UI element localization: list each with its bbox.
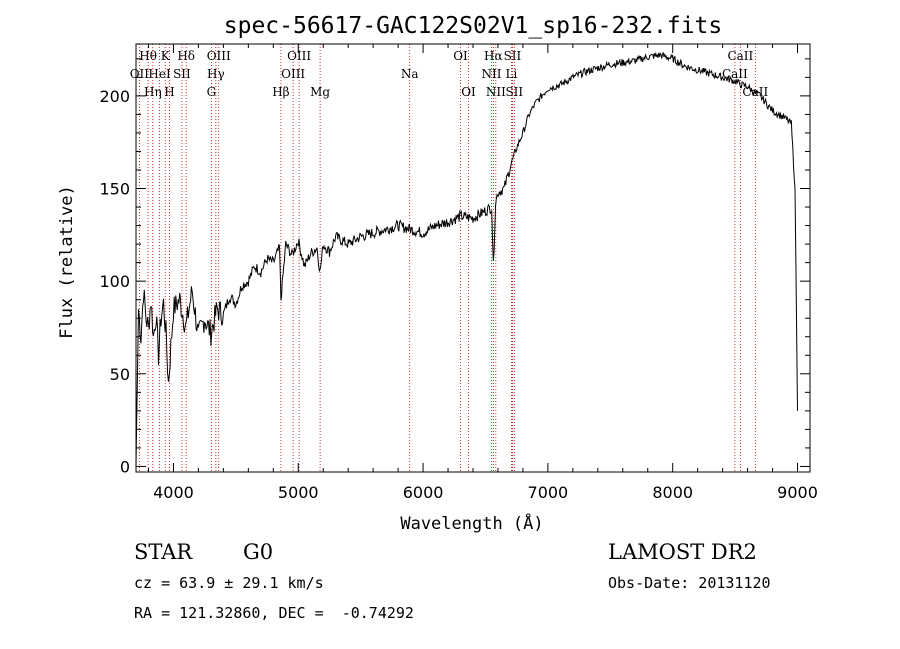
x-tick-label: 4000 <box>153 483 194 502</box>
spectral-line-label: OI <box>453 49 468 63</box>
spectral-line-label: Hη <box>144 85 162 99</box>
spectral-line-label: Hθ <box>139 49 157 63</box>
spectral-line-label: OI <box>461 85 476 99</box>
spectral-line-label: OIII <box>287 49 311 63</box>
y-tick-label: 50 <box>110 365 130 384</box>
y-tick-label: 200 <box>99 87 130 106</box>
spectral-line-label: OIII <box>207 49 231 63</box>
spectral-line-label: Hα <box>484 49 503 63</box>
plot-frame <box>135 43 811 473</box>
observation-date: Obs-Date: 20131120 <box>608 574 771 592</box>
y-axis-label: Flux (relative) <box>57 185 77 339</box>
spectrum-series-line <box>135 51 798 467</box>
spectral-line-label: SII <box>505 85 523 99</box>
x-tick-label: 7000 <box>528 483 569 502</box>
x-tick-label: 9000 <box>777 483 818 502</box>
object-class: STAR <box>134 540 193 564</box>
x-axis: 4000 5000 6000 7000 8000 9000 <box>147 44 818 502</box>
spectral-line-label: NII <box>486 85 506 99</box>
y-tick-label: 150 <box>99 180 130 199</box>
spectral-line-label: G <box>207 85 217 99</box>
spectral-line-label: H <box>164 85 174 99</box>
spectral-line-label: NII <box>481 67 501 81</box>
x-tick-label: 5000 <box>278 483 319 502</box>
chart-title: spec-56617-GAC122S02V1_sp16-232.fits <box>224 13 723 39</box>
x-axis-label: Wavelength (Å) <box>400 512 543 534</box>
spectral-line-label: Li <box>506 67 518 81</box>
spectral-line-markers <box>138 44 756 472</box>
y-tick-label: 100 <box>99 272 130 291</box>
spectral-line-label: CaII <box>727 49 753 63</box>
spectral-line-label: Hδ <box>177 49 195 63</box>
spectral-line-label: K <box>161 49 171 63</box>
spectral-line-label: Mg <box>310 85 330 99</box>
spectral-line-label: SII <box>173 67 191 81</box>
spectral-line-label: HeI <box>148 67 171 81</box>
survey-name: LAMOST DR2 <box>608 540 757 564</box>
spectral-line-label: SII <box>504 49 522 63</box>
spectral-line-labels: Hθ OII Hη K HeI H Hδ SII OIII Hγ G Hβ OIII OIII Mg Na OI… <box>130 49 769 99</box>
spectral-line-label: OII <box>130 67 150 81</box>
x-tick-label: 8000 <box>652 483 693 502</box>
y-tick-label: 0 <box>120 457 130 476</box>
coordinates: RA = 121.32860, DEC = -0.74292 <box>134 604 414 622</box>
spectral-line-label: Hγ <box>207 67 225 81</box>
y-axis: 0 50 100 150 200 <box>99 58 810 476</box>
spectral-line-label: Hβ <box>272 85 289 99</box>
spectral-line-label: CaII <box>722 67 748 81</box>
object-subclass: G0 <box>243 540 274 564</box>
spectral-line-label: OIII <box>281 67 305 81</box>
redshift-velocity: cz = 63.9 ± 29.1 km/s <box>134 574 324 592</box>
spectral-line-label: Na <box>401 67 419 81</box>
x-tick-label: 6000 <box>403 483 444 502</box>
